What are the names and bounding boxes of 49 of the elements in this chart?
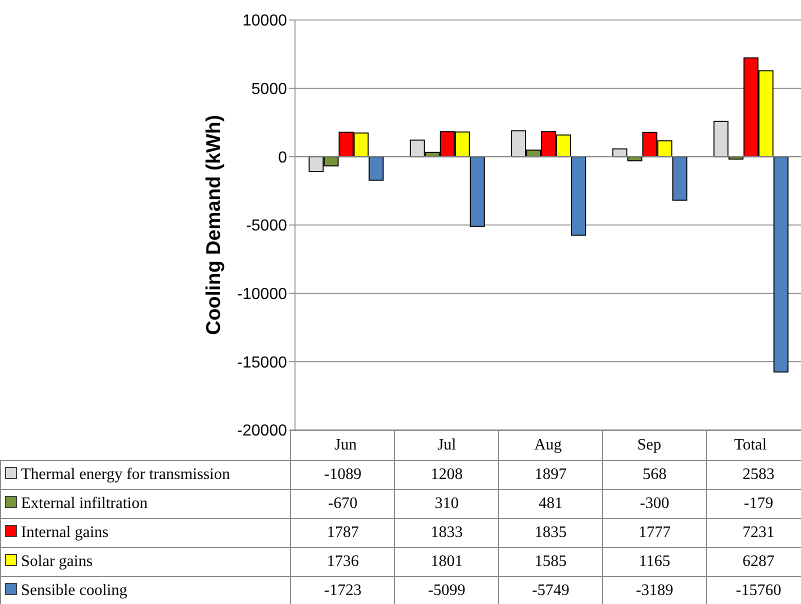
data-label: -3189 [602,576,707,604]
x-tick-label: Jun [334,436,357,454]
data-label: 1897 [498,460,603,490]
y-tick-label: 10000 [242,12,288,30]
data-label: 1833 [394,518,499,548]
data-label: 1165 [602,548,707,576]
data-label: -1089 [290,460,395,490]
bar [672,156,688,201]
legend-label: Thermal energy for transmission [21,466,230,483]
data-label: 310 [394,490,499,518]
x-tick-label: Sep [637,436,662,454]
y-tick-label: -15000 [237,354,288,372]
legend-label: Internal gains [21,524,109,541]
legend-label: Solar gains [21,553,93,570]
x-tick-label: Total [734,436,768,454]
data-label: -179 [706,490,801,518]
data-label: 1835 [498,518,603,548]
data-label: 2583 [706,460,801,490]
data-label: 6287 [706,548,801,576]
x-tick-label: Jul [437,436,457,454]
data-label: 7231 [706,518,801,548]
data-label: -670 [290,490,395,518]
legend-label: External infiltration [21,495,148,512]
data-label: 1787 [290,518,395,548]
y-axis-title: Cooling Demand (kWh) [203,115,226,335]
bar [773,156,788,373]
legend-label: Sensible cooling [21,582,128,599]
data-label: 1208 [394,460,499,490]
data-label: 1585 [498,548,603,576]
bar [571,156,586,236]
data-label: -300 [602,490,707,518]
bar [368,156,384,181]
data-label: 1801 [394,548,499,576]
bar [470,156,485,227]
data-label: -1723 [290,576,395,604]
data-label: 568 [602,460,707,490]
data-label: 481 [498,490,603,518]
y-tick-label: 5000 [251,81,288,98]
data-label: 1777 [602,518,707,548]
y-tick-label: -5000 [246,218,288,235]
data-label: -5749 [498,576,603,604]
y-tick-label: -20000 [237,422,288,440]
x-tick-label: Aug [534,436,562,454]
data-label: 1736 [290,548,395,576]
bar [713,120,728,158]
data-label: -15760 [706,576,801,604]
data-label: -5099 [394,576,499,604]
y-tick-label: -10000 [237,286,288,304]
y-tick-label: 0 [278,149,288,166]
